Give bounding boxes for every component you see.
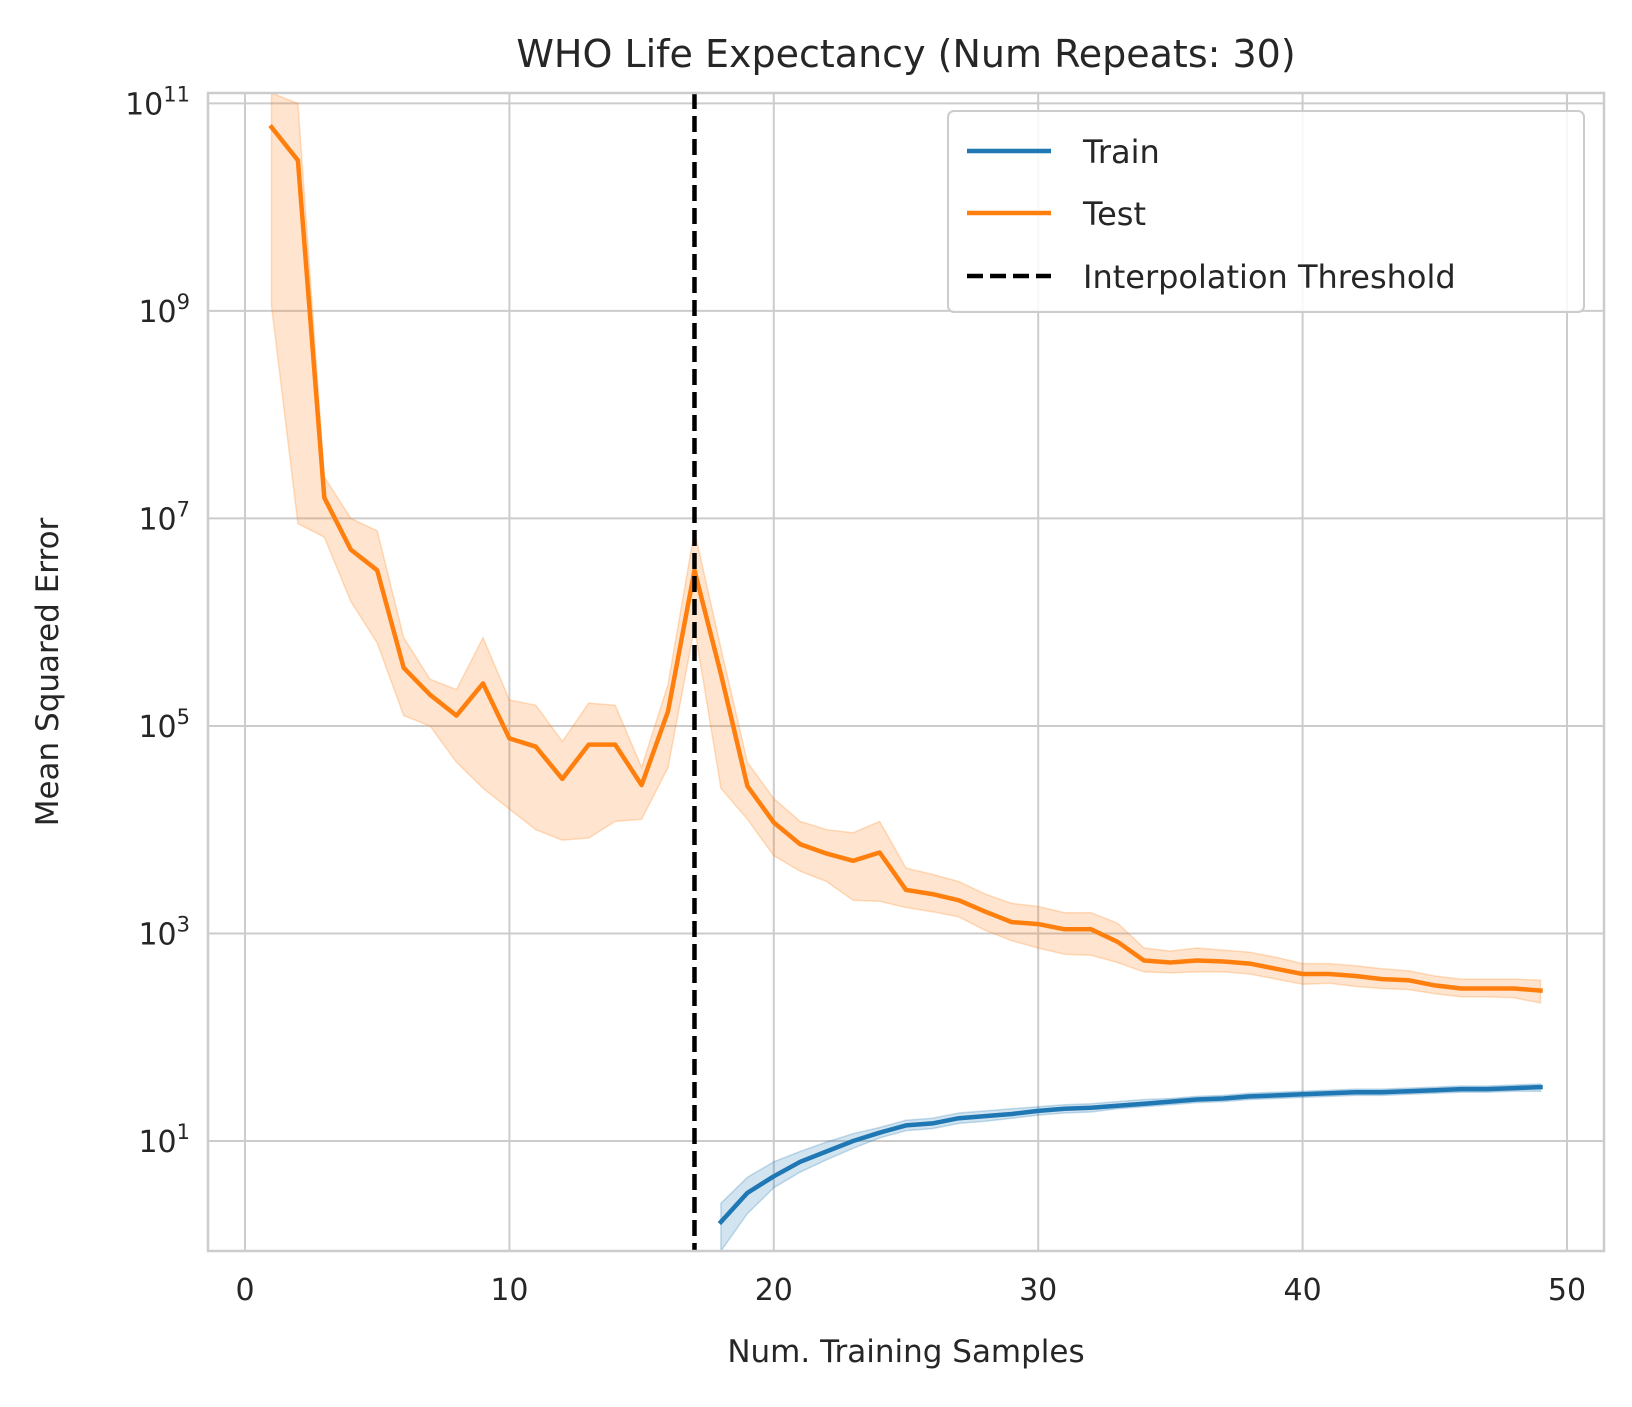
y-tick-label: 105 <box>138 705 190 745</box>
x-tick-label: 50 <box>1548 1273 1586 1308</box>
legend-label-threshold: Interpolation Threshold <box>1083 258 1456 296</box>
legend-label-train: Train <box>1082 133 1160 171</box>
x-tick-label: 20 <box>755 1273 793 1308</box>
chart-title: WHO Life Expectancy (Num Repeats: 30) <box>516 32 1295 76</box>
legend-label-test: Test <box>1082 195 1146 233</box>
test-line <box>268 124 1543 994</box>
series-lines <box>268 93 1543 1251</box>
y-tick-label: 109 <box>138 290 190 330</box>
x-tick-label: 10 <box>490 1273 528 1308</box>
y-axis-label: Mean Squared Error <box>30 517 66 826</box>
y-tick-label: 1011 <box>125 82 190 122</box>
plot-frame <box>206 91 1606 1253</box>
x-tick-label: 40 <box>1283 1273 1321 1308</box>
train-line <box>717 1084 1543 1226</box>
legend-box <box>947 110 1585 313</box>
y-tick-label: 103 <box>138 912 190 952</box>
x-axis-ticks: 0 10 20 30 40 50 <box>235 1273 1586 1308</box>
y-tick-label: 107 <box>138 497 190 537</box>
y-tick-label: 101 <box>138 1120 190 1160</box>
test-confidence-band <box>270 93 1542 1004</box>
y-axis-ticks: 101 103 105 107 109 1011 <box>125 82 190 1160</box>
x-axis-label: Num. Training Samples <box>727 1334 1084 1370</box>
legend: Train Test Interpolation Threshold <box>947 110 1585 313</box>
x-tick-label: 0 <box>235 1273 254 1308</box>
x-tick-label: 30 <box>1019 1273 1057 1308</box>
